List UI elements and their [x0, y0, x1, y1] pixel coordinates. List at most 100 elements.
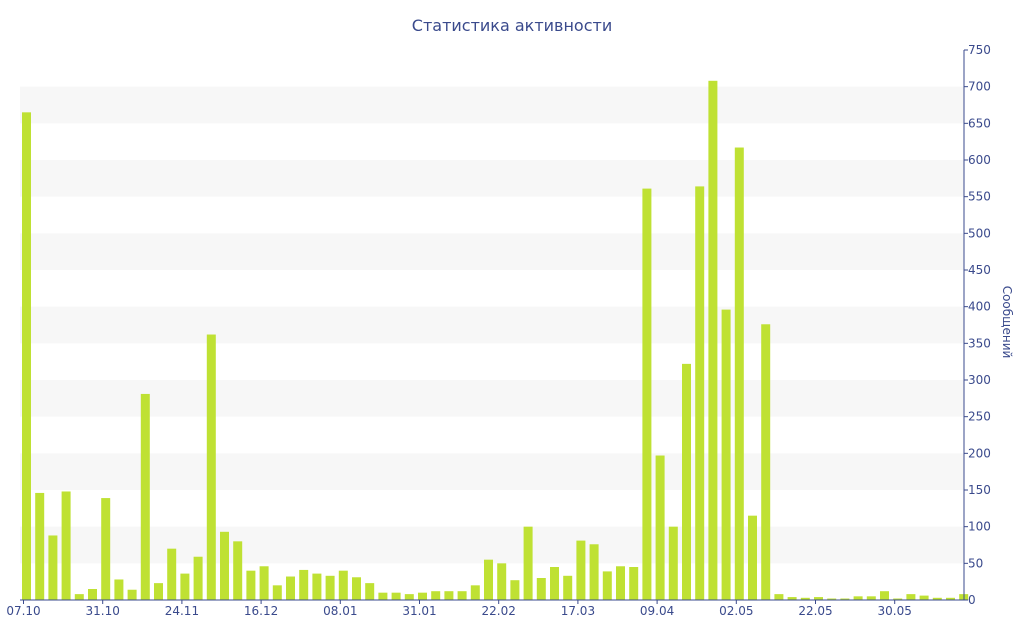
bar-55 — [748, 515, 757, 600]
x-tick-label: 08.01 — [323, 604, 357, 618]
y-tick-label: 650 — [968, 116, 991, 130]
y-tick-label: 600 — [968, 153, 991, 167]
bar-45 — [616, 566, 625, 600]
x-tick-label: 07.10 — [6, 604, 40, 618]
bar-27 — [378, 592, 388, 600]
bar-38 — [523, 526, 533, 600]
x-tick-label: 16.12 — [244, 604, 278, 618]
bar-53 — [721, 309, 731, 600]
bar-20 — [286, 576, 295, 600]
bar-36 — [497, 563, 507, 600]
bar-49 — [668, 526, 678, 600]
bar-63 — [853, 596, 863, 600]
x-tick-label: 30.05 — [878, 604, 912, 618]
bar-8 — [127, 589, 137, 600]
bar-31 — [431, 591, 441, 600]
bar-35 — [484, 559, 493, 600]
bar-15 — [220, 531, 229, 600]
bar-37 — [510, 580, 520, 600]
y-tick-label: 550 — [968, 190, 991, 204]
bar-42 — [576, 540, 586, 600]
bar-26 — [365, 583, 375, 600]
bar-23 — [325, 575, 335, 600]
grid-bands — [20, 86, 964, 564]
y-tick-label: 300 — [968, 373, 991, 387]
grid-band — [20, 233, 964, 270]
bar-40 — [550, 567, 559, 600]
bar-13 — [193, 556, 203, 600]
bar-60 — [814, 597, 823, 600]
bar-39 — [536, 578, 546, 600]
bar-70 — [946, 597, 955, 600]
bar-29 — [404, 594, 414, 600]
x-axis: 07.10 31.10 24.11 16.12 08.01 31.01 22.02 17.03… — [6, 599, 964, 618]
grid-band — [20, 526, 964, 564]
bar-19 — [272, 585, 282, 600]
bar-68 — [919, 595, 929, 600]
x-tick-label: 24.11 — [165, 604, 199, 618]
bar-30 — [418, 592, 427, 600]
x-tick-label: 22.02 — [482, 604, 516, 618]
bar-5 — [88, 589, 97, 600]
bar-59 — [800, 597, 810, 600]
bar-14 — [206, 334, 216, 600]
y-tick-label: 150 — [968, 483, 991, 497]
bar-44 — [602, 571, 612, 600]
bar-2 — [48, 535, 58, 600]
bar-62 — [840, 598, 850, 600]
grid-band — [20, 380, 964, 417]
grid-band — [20, 453, 964, 490]
bar-32 — [444, 591, 454, 600]
bar-12 — [180, 573, 190, 600]
bar-3 — [61, 491, 71, 600]
bar-21 — [299, 569, 309, 600]
bar-18 — [259, 566, 269, 600]
bar-0 — [22, 112, 31, 600]
bar-51 — [695, 186, 705, 600]
bar-69 — [932, 597, 942, 600]
bar-33 — [457, 591, 467, 600]
bar-67 — [906, 594, 916, 600]
bar-54 — [734, 147, 744, 600]
bar-16 — [233, 541, 243, 600]
bar-48 — [655, 455, 665, 600]
bar-58 — [787, 597, 797, 600]
x-tick-label: 31.01 — [402, 604, 436, 618]
bar-22 — [312, 573, 322, 600]
bar-52 — [708, 80, 718, 601]
x-tick-label: 17.03 — [561, 604, 595, 618]
bar-43 — [589, 544, 599, 600]
y-tick-label: 100 — [968, 520, 991, 534]
y-tick-label: 350 — [968, 336, 991, 350]
grid-band — [20, 86, 964, 124]
y-tick-label: 450 — [968, 263, 991, 277]
bar-57 — [774, 594, 784, 600]
bar-28 — [391, 592, 401, 600]
x-tick-label: 09.04 — [640, 604, 674, 618]
bars-group — [22, 80, 969, 601]
y-tick-label: 0 — [968, 593, 976, 607]
bar-50 — [682, 363, 691, 600]
bar-7 — [114, 579, 124, 600]
bar-46 — [629, 567, 639, 600]
bar-41 — [563, 575, 573, 600]
bar-4 — [74, 594, 84, 600]
bar-9 — [140, 393, 150, 600]
bar-65 — [880, 591, 889, 600]
y-axis-label: Сообщений — [1000, 286, 1014, 359]
bar-25 — [352, 577, 361, 600]
y-tick-label: 700 — [968, 80, 991, 94]
bar-10 — [154, 583, 163, 600]
bar-1 — [35, 492, 45, 600]
bar-11 — [167, 548, 177, 600]
bar-56 — [761, 324, 771, 600]
y-tick-label: 200 — [968, 446, 991, 460]
bar-66 — [893, 598, 903, 600]
y-axis: 0 50 100 150 200 250 300 350 400 450 500 550 600 650 7… — [963, 43, 991, 607]
bar-17 — [246, 570, 256, 600]
x-tick-label: 22.05 — [798, 604, 832, 618]
x-tick-label: 31.10 — [86, 604, 120, 618]
y-tick-label: 400 — [968, 300, 991, 314]
bar-6 — [101, 498, 111, 600]
